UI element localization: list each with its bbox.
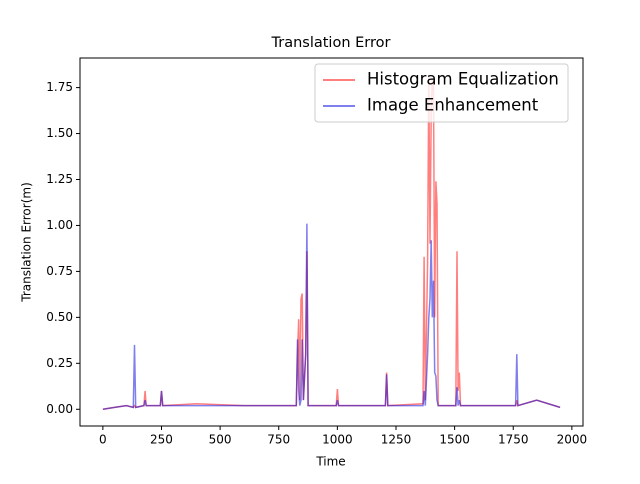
legend-box <box>314 63 569 123</box>
x-tick-label: 2000 <box>557 433 588 447</box>
y-tick-label: 1.50 <box>46 126 73 140</box>
x-tick-label: 0 <box>99 433 107 447</box>
x-tick-label: 1500 <box>439 433 470 447</box>
data-line <box>102 223 561 411</box>
x-tick-label: 1000 <box>322 433 353 447</box>
y-axis-label: Translation Error(m) <box>20 182 34 303</box>
y-tick-label: 1.00 <box>46 218 73 232</box>
legend-label: Image Enhancement <box>367 96 539 115</box>
x-axis-label: Time <box>315 455 345 469</box>
x-tick-label: 750 <box>267 433 290 447</box>
legend-label: Histogram Equalization <box>367 70 559 89</box>
y-tick-label: 0.75 <box>46 264 73 278</box>
x-tick-label: 1250 <box>381 433 412 447</box>
y-tick-label: 1.75 <box>46 80 73 94</box>
y-tick-label: 0.25 <box>46 356 73 370</box>
y-tick-label: 0.50 <box>46 310 73 324</box>
x-tick-label: 250 <box>150 433 173 447</box>
y-tick-label: 1.25 <box>46 172 73 186</box>
chart-title: Translation Error <box>271 35 391 51</box>
x-tick-label: 1750 <box>498 433 529 447</box>
y-tick-label: 0.00 <box>46 402 73 416</box>
plot-frame <box>79 57 584 427</box>
x-tick-label: 500 <box>209 433 232 447</box>
